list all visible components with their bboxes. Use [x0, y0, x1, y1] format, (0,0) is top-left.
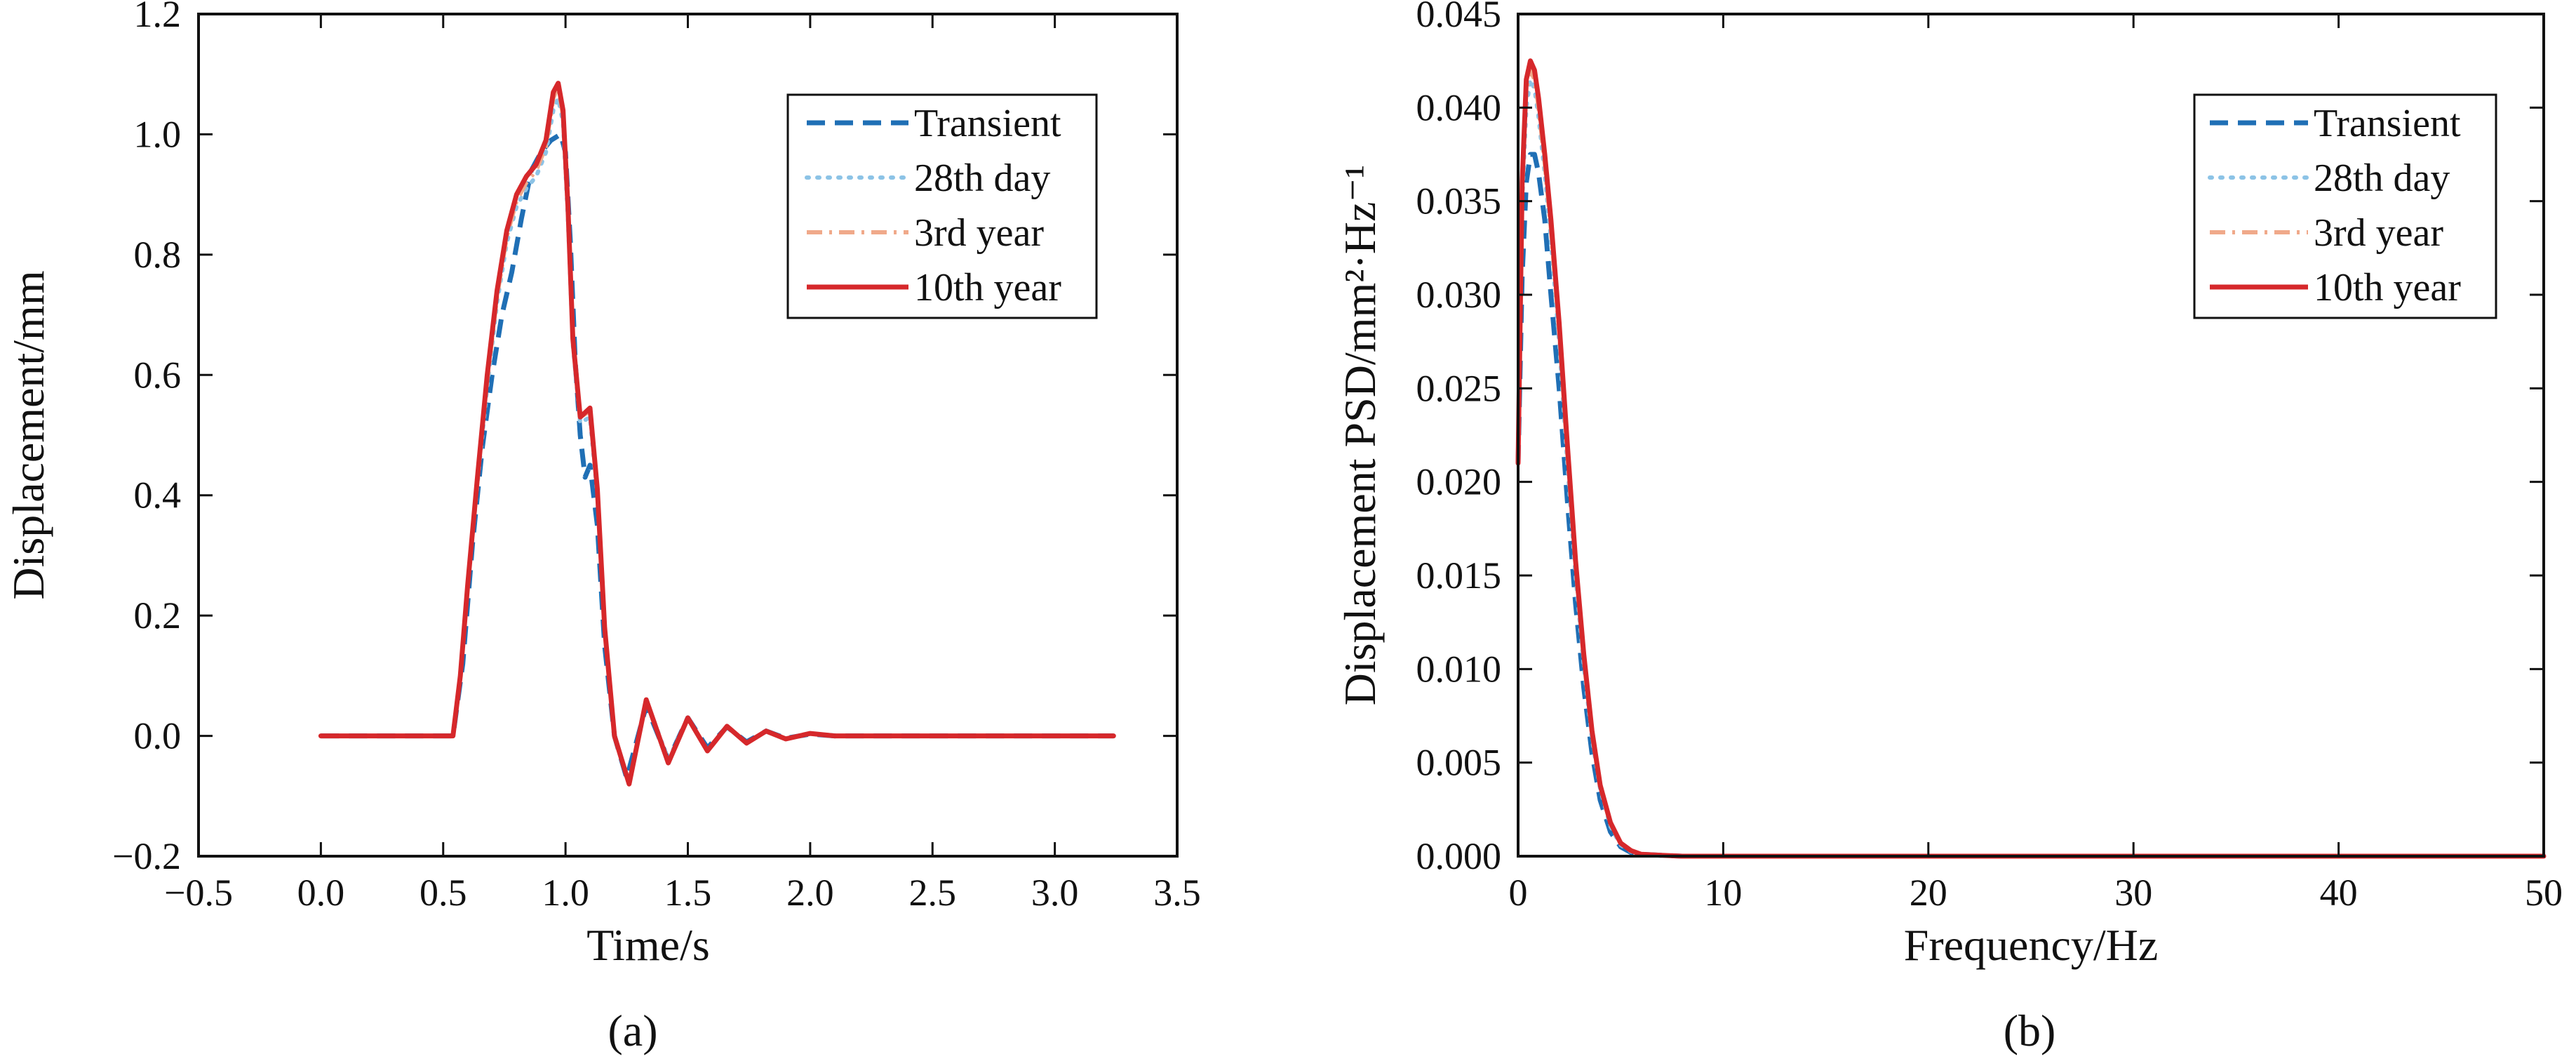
y-tick-label-a: 0.6	[134, 354, 182, 396]
x-tick-label-a: 1.5	[664, 872, 712, 914]
x-tick-label-b: 20	[1910, 872, 1947, 914]
legend-label-3rd-year-a: 3rd year	[914, 211, 1044, 255]
x-tick-label-a: 3.0	[1031, 872, 1079, 914]
y-tick-label-b: 0.000	[1416, 835, 1502, 877]
x-tick-label-a: 0.5	[420, 872, 467, 914]
x-tick-label-b: 40	[2320, 872, 2358, 914]
series-line-10th-year-a	[318, 81, 1116, 787]
y-tick-label-b: 0.005	[1416, 742, 1502, 784]
y-tick-label-b: 0.025	[1416, 367, 1502, 409]
y-tick-label-a: 1.2	[134, 0, 182, 35]
x-tick-label-a: −0.5	[164, 872, 233, 914]
y-tick-label-a: 0.0	[134, 715, 182, 757]
x-tick-label-b: 10	[1704, 872, 1742, 914]
y-tick-label-a: 0.2	[134, 594, 182, 637]
chart-panel-b: 0 10 20 30 40 50 0.000 0.005 0.010 0.015 0.020 0.02…	[1335, 0, 2563, 1055]
x-tick-label-b: 30	[2114, 872, 2152, 914]
legend-label-3rd-year-b: 3rd year	[2314, 211, 2443, 255]
panel-label-a: (a)	[608, 1006, 657, 1055]
y-tick-label-a: 0.8	[134, 234, 182, 276]
x-tick-label-a: 0.0	[297, 872, 345, 914]
legend-label-10th-year-a: 10th year	[914, 266, 1061, 309]
x-axis-title-b: Frequency/Hz	[1904, 920, 2159, 970]
legend-box-a	[786, 93, 1098, 319]
panel-label-b: (b)	[2004, 1006, 2056, 1055]
legend-label-28th-day-b: 28th day	[2314, 156, 2450, 200]
ticks-b: 0 10 20 30 40 50 0.000 0.005 0.010 0.015 0.020 0.02…	[1416, 0, 2563, 914]
legend-a: Transient 28th day 3rd year 10th year	[786, 93, 1098, 319]
y-tick-label-b: 0.035	[1416, 180, 1502, 222]
chart-panel-a: −0.5 0.0 0.5 1.0 1.5 2.0 2.5 3.0 3.5 −0.2 0.0 0.2 0.…	[4, 0, 1201, 1055]
legend-label-28th-day-a: 28th day	[914, 156, 1050, 200]
legend-label-10th-year-b: 10th year	[2314, 266, 2461, 309]
legend-b: Transient 28th day 3rd year 10th year	[2193, 93, 2497, 319]
y-tick-label-b: 0.015	[1416, 554, 1502, 597]
series-line-transient-b	[1515, 152, 2544, 859]
y-axis-title-b: Displacement PSD/mm²·Hz⁻¹	[1335, 165, 1385, 706]
y-tick-label-b: 0.040	[1416, 86, 1502, 128]
plot-area-a	[318, 81, 1116, 787]
x-tick-label-a: 1.0	[542, 872, 589, 914]
y-tick-label-b: 0.030	[1416, 274, 1502, 316]
ticks-a: −0.5 0.0 0.5 1.0 1.5 2.0 2.5 3.0 3.5 −0.2 0.0 0.2 0.…	[112, 0, 1201, 914]
x-tick-label-a: 3.5	[1153, 872, 1201, 914]
y-tick-label-b: 0.045	[1416, 0, 1502, 35]
y-tick-label-a: −0.2	[112, 835, 181, 877]
legend-label-transient-a: Transient	[914, 102, 1061, 145]
legend-label-transient-b: Transient	[2314, 102, 2461, 145]
y-tick-label-b: 0.020	[1416, 461, 1502, 503]
y-tick-label-a: 1.0	[134, 113, 182, 155]
x-tick-label-b: 50	[2525, 872, 2563, 914]
axes-frame-b	[1517, 13, 2545, 858]
y-tick-label-b: 0.010	[1416, 648, 1502, 690]
x-axis-title-a: Time/s	[586, 920, 710, 970]
x-tick-label-a: 2.0	[786, 872, 834, 914]
y-tick-label-a: 0.4	[134, 474, 182, 517]
y-axis-title-a: Displacement/mm	[4, 270, 53, 599]
x-tick-label-a: 2.5	[909, 872, 957, 914]
legend-box-b	[2193, 93, 2497, 319]
x-tick-label-b: 0	[1509, 872, 1528, 914]
